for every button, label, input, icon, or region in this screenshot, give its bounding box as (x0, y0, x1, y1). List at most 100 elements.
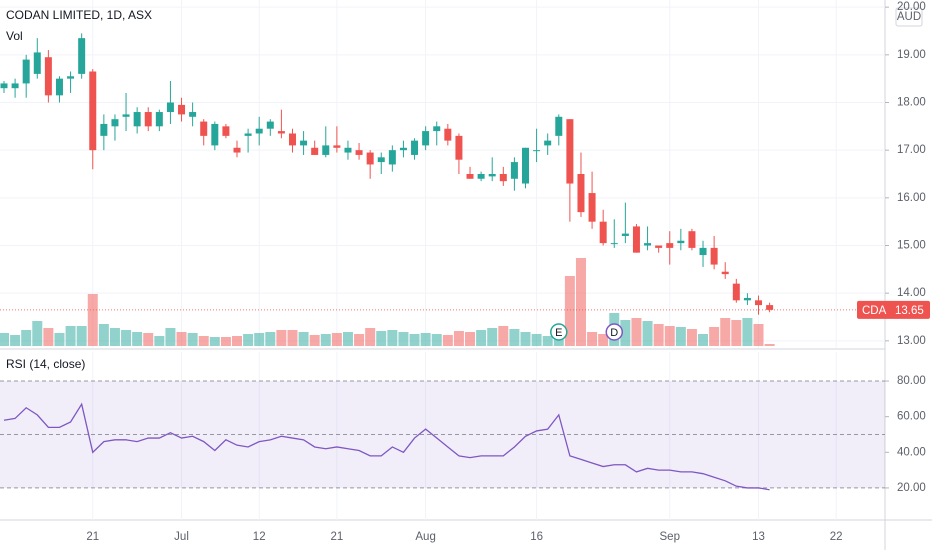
volume-bar (65, 326, 76, 346)
candle-body (566, 119, 574, 184)
volume-bar (531, 334, 542, 346)
volume-label: Vol (6, 29, 23, 43)
volume-bar (764, 344, 775, 346)
candle-body (399, 147, 407, 151)
candle-body (155, 112, 163, 127)
candle-body (166, 102, 174, 113)
candle-body (732, 283, 740, 301)
volume-bar (398, 332, 409, 346)
volume-bar (43, 328, 54, 346)
rsi-y-tick-label: 40.00 (897, 446, 926, 458)
volume-bar (498, 326, 509, 346)
currency-box (895, 7, 923, 27)
candle-body (577, 174, 585, 213)
candle-body (111, 119, 119, 127)
x-tick-label: 16 (530, 531, 543, 543)
y-tick-label: 18.00 (897, 97, 926, 109)
volume-bar (631, 318, 642, 346)
volume-bar (176, 332, 187, 346)
candle-body (100, 123, 108, 136)
last-price-label: 13.65 (895, 305, 924, 317)
volume-bar (542, 336, 553, 346)
y-tick-label: 15.00 (897, 240, 926, 252)
candle-body (499, 174, 507, 182)
candle-body (544, 140, 552, 146)
candle-body (766, 305, 774, 310)
candle-body (133, 112, 141, 127)
candle-body (621, 233, 629, 236)
x-tick-label: 21 (86, 531, 99, 543)
candle-body (688, 231, 696, 248)
event-label: D (610, 327, 618, 339)
volume-bar (487, 328, 498, 346)
volume-bar (431, 334, 442, 346)
x-tick-label: Sep (660, 531, 680, 543)
x-tick-label: 12 (253, 531, 266, 543)
volume-bar (187, 333, 198, 346)
candle-body (0, 83, 8, 89)
candle-body (67, 76, 75, 79)
volume-bar (564, 276, 575, 346)
candle-body (311, 147, 319, 155)
volume-bar (76, 326, 87, 346)
volume-bar (453, 331, 464, 346)
candle-body (411, 140, 419, 155)
candle-body (277, 131, 285, 134)
volume-bar (509, 329, 520, 346)
volume-bar (298, 332, 309, 346)
candle-body (55, 78, 63, 96)
rsi-title: RSI (14, close) (6, 357, 85, 371)
volume-bar (342, 332, 353, 346)
volume-bar (598, 334, 609, 346)
volume-bar (165, 328, 176, 346)
volume-bar (520, 332, 531, 346)
volume-bar (476, 330, 487, 346)
candle-body (333, 145, 341, 148)
volume-bar (98, 324, 109, 346)
volume-bar (742, 318, 753, 346)
volume-bar (132, 332, 143, 346)
candle-body (655, 245, 663, 248)
volume-bar (209, 337, 220, 346)
candle-body (377, 157, 385, 163)
candle-body (632, 226, 640, 253)
y-tick-label: 17.00 (897, 144, 926, 156)
event-label: E (555, 327, 562, 339)
x-tick-label: 21 (330, 531, 343, 543)
volume-bar (409, 334, 420, 346)
candle-body (300, 140, 308, 146)
y-tick-label: 20.00 (897, 1, 926, 13)
candle-body (244, 133, 252, 136)
candle-body (533, 150, 541, 152)
candle-body (266, 121, 274, 129)
x-tick-label: 22 (830, 531, 843, 543)
candle-body (144, 112, 152, 127)
candle-body (510, 162, 518, 179)
volume-bar (21, 330, 32, 346)
candle-body (466, 174, 474, 179)
chart-title: CODAN LIMITED, 1D, ASX (6, 8, 152, 22)
candle-body (755, 300, 763, 306)
volume-bar (154, 336, 165, 346)
symbol-label: CDA (862, 305, 887, 317)
volume-bar (376, 331, 387, 346)
candle-body (44, 57, 52, 96)
candle-body (422, 131, 430, 146)
candle-body (122, 114, 130, 117)
volume-bar (575, 258, 586, 346)
volume-bar (420, 333, 431, 346)
candle-body (710, 247, 718, 265)
y-tick-label: 19.00 (897, 49, 926, 61)
volume-bar (387, 330, 398, 346)
candle-body (22, 59, 30, 84)
candle-body (288, 133, 296, 146)
candle-body (521, 147, 529, 184)
volume-bar (354, 334, 365, 346)
volume-bar (442, 335, 453, 346)
volume-bar (675, 327, 686, 346)
candle-body (211, 123, 219, 146)
last-price-box (857, 300, 930, 319)
volume-bar (320, 334, 331, 346)
volume-bar (653, 324, 664, 346)
